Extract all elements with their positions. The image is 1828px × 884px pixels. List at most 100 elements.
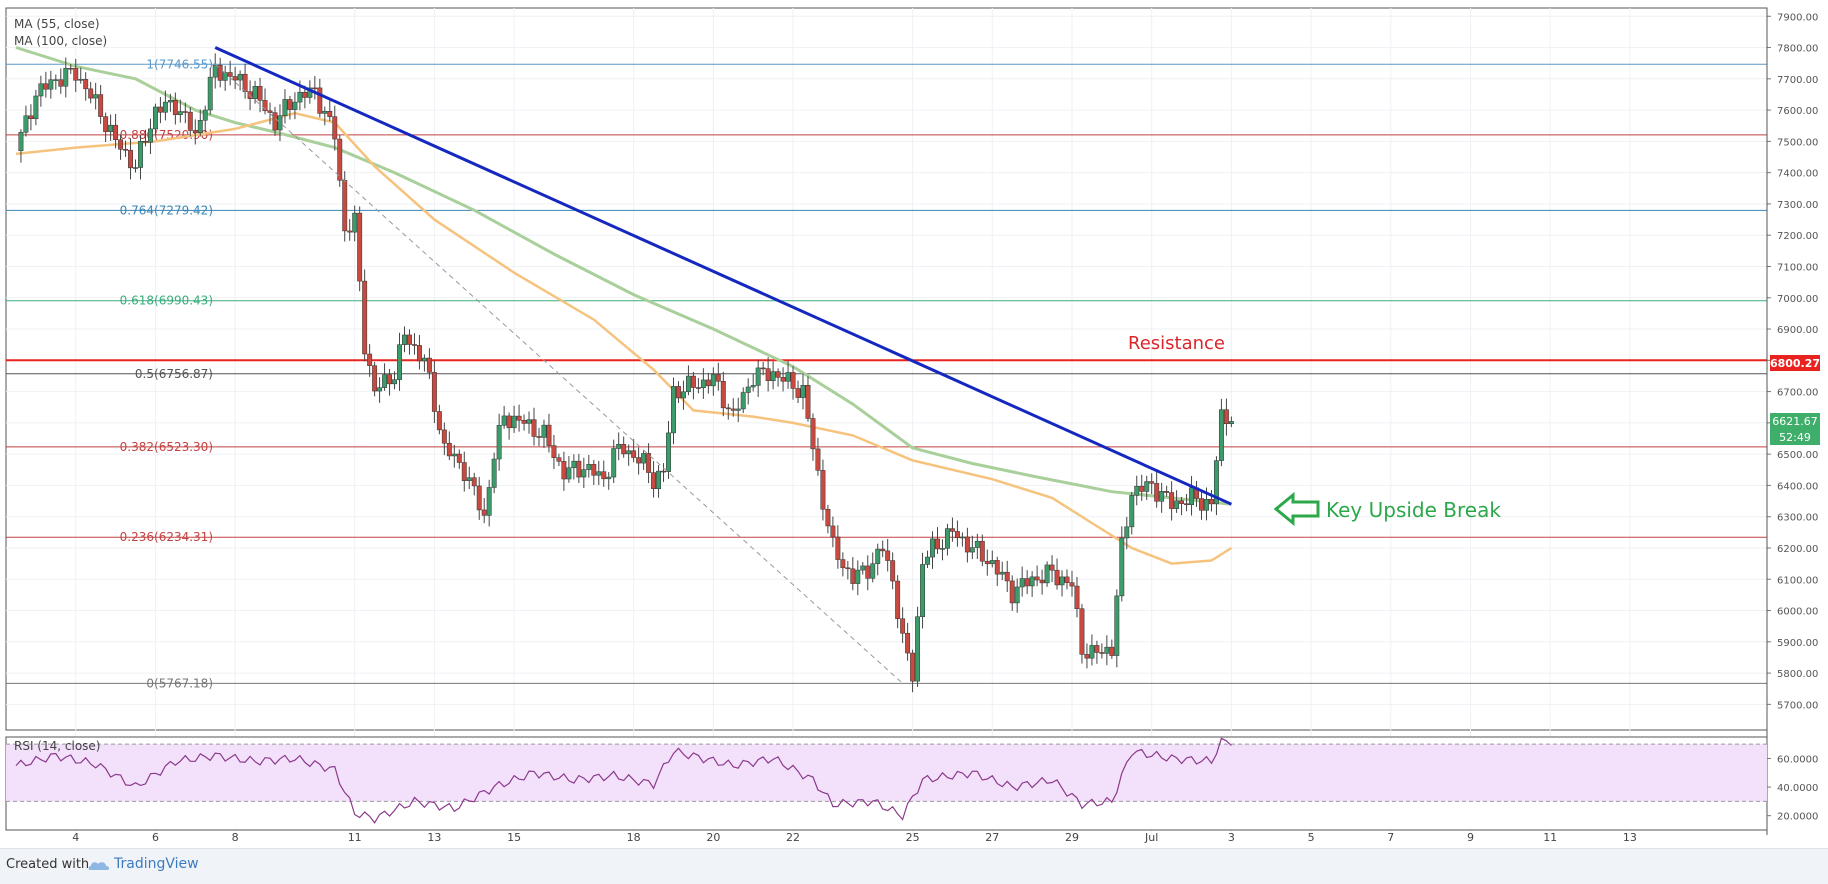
candle-body	[252, 86, 258, 99]
candle-body	[671, 386, 676, 434]
candle-body	[33, 95, 39, 119]
candle-body	[531, 419, 537, 437]
candle-body	[646, 453, 652, 473]
candle-body	[999, 571, 1005, 575]
x-tick-label: 27	[985, 831, 999, 844]
candle-body	[123, 149, 128, 151]
candle-body	[925, 556, 930, 565]
candle-body	[745, 386, 751, 393]
y-tick-label: 7600.00	[1777, 106, 1818, 117]
candle-body	[870, 563, 876, 579]
x-tick-label: 11	[348, 831, 362, 844]
candle-body	[984, 560, 990, 565]
candle-body	[1218, 409, 1224, 461]
rsi-tick-label: 60.0000	[1777, 754, 1818, 765]
x-tick-label: 18	[627, 831, 641, 844]
candle-body	[282, 99, 288, 116]
fib-label: 0.618(6990.43)	[120, 294, 213, 308]
candle-body	[471, 477, 477, 487]
footer-created-with: Created with	[6, 857, 90, 872]
candle-body	[177, 111, 183, 115]
candle-body	[880, 548, 886, 552]
candle-body	[501, 415, 507, 426]
y-tick-label: 7400.00	[1777, 169, 1818, 180]
candle-body	[915, 616, 921, 682]
candle-body	[227, 72, 233, 77]
candle-body	[1009, 580, 1015, 604]
candle-body	[800, 385, 806, 398]
candle-body	[387, 374, 393, 385]
candle-body	[556, 457, 562, 462]
rsi-label: RSI (14, close)	[14, 739, 100, 753]
candle-body	[586, 464, 592, 470]
candle-body	[964, 536, 970, 553]
candle-body	[865, 565, 871, 579]
x-tick-label: 5	[1308, 831, 1315, 844]
candle-body	[850, 568, 856, 584]
candle-body	[28, 115, 34, 119]
candle-body	[476, 485, 482, 511]
candle-body	[815, 448, 821, 471]
candle-body	[377, 387, 383, 392]
candle-body	[900, 618, 906, 634]
candle-body	[885, 550, 891, 561]
y-tick-label: 6900.00	[1777, 325, 1818, 336]
candle-body	[1179, 500, 1185, 504]
candle-body	[1204, 499, 1209, 511]
y-tick-label: 7000.00	[1777, 294, 1818, 305]
candle-body	[242, 73, 248, 92]
candle-body	[705, 379, 711, 387]
candle-body	[606, 476, 612, 480]
candle-body	[1039, 579, 1045, 584]
candle-body	[910, 652, 916, 682]
candle-body	[1049, 564, 1055, 571]
candle-body	[710, 374, 716, 387]
candles	[18, 53, 1234, 693]
candle-body	[431, 372, 437, 412]
y-tick-label: 7300.00	[1777, 200, 1818, 211]
candle-body	[128, 149, 133, 169]
candle-body	[511, 415, 517, 429]
candle-body	[43, 83, 49, 90]
candle-body	[940, 548, 945, 550]
candle-body	[636, 457, 642, 464]
candle-body	[108, 124, 114, 133]
candle-body	[103, 116, 109, 133]
candle-body	[1228, 421, 1234, 425]
candle-body	[392, 379, 397, 385]
fib-diagonal-line	[214, 63, 903, 684]
candle-body	[436, 411, 442, 431]
candle-body	[157, 106, 163, 113]
candle-body	[1044, 564, 1050, 584]
candle-body	[1019, 578, 1025, 588]
candle-body	[566, 467, 572, 480]
candle-body	[496, 425, 502, 460]
candle-body	[322, 111, 328, 114]
candle-body	[138, 141, 143, 168]
candle-body	[905, 632, 911, 654]
y-tick-label: 6700.00	[1777, 388, 1818, 399]
svg-text:52:49: 52:49	[1779, 431, 1811, 444]
candle-body	[1199, 498, 1204, 511]
candle-body	[172, 100, 178, 115]
candle-body	[1079, 608, 1085, 655]
candle-body	[1034, 576, 1040, 581]
candle-body	[486, 487, 492, 516]
candle-body	[571, 460, 577, 469]
footer-brand-link[interactable]: TradingView	[114, 856, 199, 872]
candle-body	[681, 391, 686, 399]
candle-body	[561, 461, 567, 480]
candle-body	[491, 458, 497, 488]
svg-text:6621.67: 6621.67	[1772, 415, 1818, 428]
candle-body	[272, 112, 278, 131]
candle-body	[795, 388, 801, 398]
candle-body	[760, 367, 766, 370]
candle-body	[765, 368, 771, 381]
fib-label: 0(5767.18)	[146, 676, 213, 690]
candle-body	[1149, 481, 1155, 484]
candle-body	[292, 101, 298, 110]
candle-body	[441, 429, 447, 444]
candle-body	[700, 379, 706, 388]
candle-body	[1119, 537, 1125, 597]
candle-body	[581, 469, 587, 478]
